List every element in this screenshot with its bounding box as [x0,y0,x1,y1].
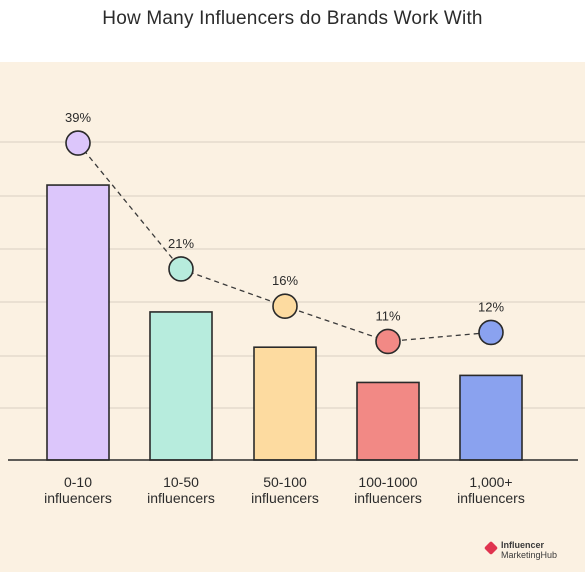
category-label: influencers [457,490,525,506]
category-label: influencers [44,490,112,506]
data-label: 39% [65,110,91,125]
category-label: 0-10 [64,474,92,490]
category-label: influencers [251,490,319,506]
brand-diamond-icon [483,540,499,556]
category-label: 1,000+ [469,474,512,490]
category-label: influencers [354,490,422,506]
bar [46,184,110,461]
data-marker [65,130,91,156]
data-marker [375,328,401,355]
data-label: 12% [478,299,504,314]
data-label: 16% [272,273,298,288]
bar [459,374,523,461]
bar [149,311,213,461]
brand-logo: Influencer MarketingHub [483,540,581,566]
category-label: 50-100 [263,474,307,490]
category-label: 100-1000 [358,474,417,490]
category-label: 10-50 [163,474,199,490]
brand-name-line1: Influencer [501,540,545,550]
data-label: 21% [168,236,194,251]
data-marker [272,293,298,320]
brand-name-line2: MarketingHub [501,550,558,560]
category-label: influencers [147,490,215,506]
bar [253,346,317,461]
chart-title: How Many Influencers do Brands Work With [102,8,483,29]
data-marker [478,319,504,346]
bar [356,381,420,461]
data-label: 11% [375,308,400,323]
data-marker [168,256,194,282]
